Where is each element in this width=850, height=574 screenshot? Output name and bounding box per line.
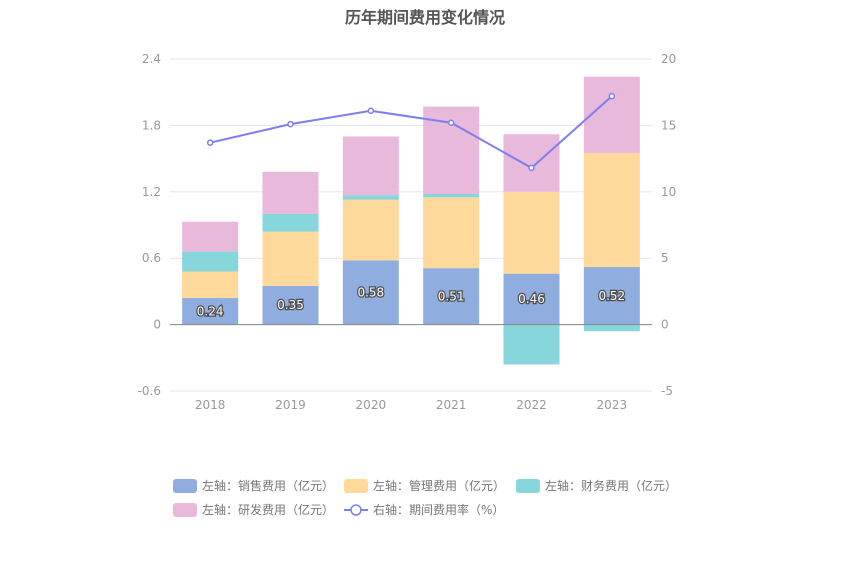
right-axis-tick-label: 5 <box>661 251 669 265</box>
bar-segment <box>503 134 560 192</box>
legend-label: 左轴：财务费用（亿元） <box>545 478 677 493</box>
x-axis-tick-label: 2022 <box>516 398 547 412</box>
right-axis-tick-label: 0 <box>661 318 669 332</box>
bar-segment <box>583 324 640 332</box>
bar-segment <box>182 221 239 252</box>
bar-segment <box>583 267 640 325</box>
bar-segment <box>423 268 480 325</box>
x-axis-tick-label: 2021 <box>436 398 467 412</box>
right-axis-tick-label: -5 <box>661 384 673 398</box>
bar-segment <box>182 271 239 299</box>
legend-swatch <box>173 479 197 493</box>
bar-data-label: 0.24 <box>197 304 224 318</box>
line-point <box>367 107 375 115</box>
x-axis-tick-label: 2023 <box>597 398 628 412</box>
right-axis-tick-label: 10 <box>661 185 676 199</box>
chart-title: 历年期间费用变化情况 <box>344 8 505 27</box>
x-axis-tick-label: 2018 <box>195 398 226 412</box>
bar-segment <box>423 197 480 269</box>
line-point <box>608 92 616 100</box>
bar-data-label: 0.52 <box>598 289 625 303</box>
x-axis-tick-label: 2020 <box>356 398 387 412</box>
bar-data-label: 0.46 <box>518 292 545 306</box>
bar-segment <box>342 260 399 325</box>
bar-segment <box>423 194 480 198</box>
left-axis-tick-label: 0.6 <box>142 251 161 265</box>
x-axis-tick-label: 2019 <box>275 398 306 412</box>
legend-label: 右轴：期间费用率（%） <box>373 502 504 517</box>
line-point <box>206 139 214 146</box>
legend-label: 左轴：研发费用（亿元） <box>202 502 334 517</box>
left-axis-tick-label: 1.2 <box>142 185 161 199</box>
left-axis-tick-label: 0 <box>153 318 161 332</box>
bar-segment <box>262 285 319 325</box>
bar-segment <box>342 199 399 261</box>
bar-data-label: 0.58 <box>357 286 384 300</box>
line-point <box>447 119 455 126</box>
bar-segment <box>182 251 239 272</box>
line-point <box>287 120 294 128</box>
legend-swatch <box>344 479 368 493</box>
line-point <box>528 164 535 172</box>
bar-segment <box>262 213 319 232</box>
legend-label: 左轴：管理费用（亿元） <box>373 478 505 493</box>
legend-line-marker <box>350 504 362 516</box>
left-axis-tick-label: 1.8 <box>142 118 161 132</box>
bar-segment <box>182 298 239 325</box>
bar-segment <box>503 191 560 274</box>
legend-swatch <box>516 479 540 493</box>
line-series <box>209 95 613 170</box>
bar-data-label: 0.51 <box>438 289 465 303</box>
left-axis-tick-label: 2.4 <box>142 52 161 66</box>
bar-segment <box>262 231 319 286</box>
bar-data-label: 0.35 <box>277 298 304 312</box>
bar-segment <box>503 273 560 325</box>
bar-segment <box>342 136 399 196</box>
left-axis-tick-label: -0.6 <box>138 384 161 398</box>
bar-segment <box>583 76 640 154</box>
bar-segment <box>342 195 399 200</box>
bar-segment <box>262 171 319 214</box>
right-axis-tick-label: 20 <box>661 52 676 66</box>
bar-segment <box>583 153 640 268</box>
bar-segment <box>503 324 560 365</box>
right-axis-tick-label: 15 <box>661 118 676 132</box>
legend-label: 左轴：销售费用（亿元） <box>202 478 334 493</box>
legend-swatch <box>173 503 197 517</box>
